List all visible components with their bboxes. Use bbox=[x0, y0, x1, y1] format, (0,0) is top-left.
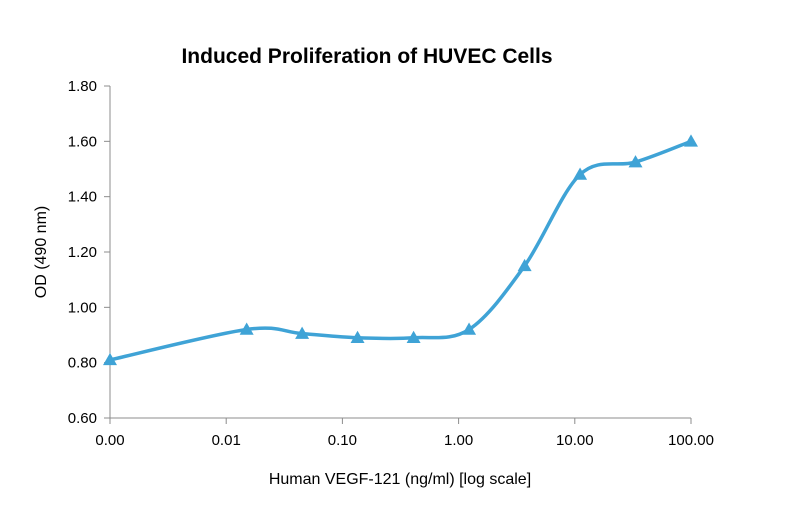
x-axis-title: Human VEGF-121 (ng/ml) [log scale] bbox=[269, 471, 531, 488]
data-point-marker bbox=[239, 322, 254, 335]
x-tick-label: 10.00 bbox=[556, 432, 594, 449]
data-point-marker bbox=[573, 167, 588, 180]
data-point-marker bbox=[628, 155, 643, 168]
data-point-marker bbox=[517, 258, 532, 272]
y-tick-label: 1.60 bbox=[68, 133, 97, 150]
y-tick-label: 1.20 bbox=[68, 244, 97, 261]
data-point-marker bbox=[406, 330, 421, 344]
y-tick-label: 1.80 bbox=[68, 78, 97, 95]
x-tick-label: 0.01 bbox=[212, 432, 241, 449]
y-axis-title: OD (490 nm) bbox=[33, 206, 50, 298]
x-tick-label: 0.10 bbox=[328, 432, 357, 449]
y-tick-label: 1.40 bbox=[68, 189, 97, 206]
data-point-marker bbox=[103, 352, 117, 366]
x-tick-label: 0.00 bbox=[95, 432, 124, 449]
y-tick-label: 1.00 bbox=[68, 299, 97, 316]
data-point-marker bbox=[350, 330, 365, 344]
markers bbox=[103, 134, 698, 366]
data-point-marker bbox=[295, 326, 310, 339]
x-tick-label: 1.00 bbox=[444, 432, 473, 449]
data-point-marker bbox=[684, 134, 698, 147]
data-point-marker bbox=[462, 322, 477, 335]
x-tick-label: 100.00 bbox=[668, 432, 714, 449]
y-tick-label: 0.60 bbox=[68, 410, 97, 427]
x-ticks: 0.00 0.01 0.10 1.00 10.00 100.00 bbox=[95, 418, 714, 449]
series-line bbox=[108, 139, 693, 362]
y-tick-label: 0.80 bbox=[68, 355, 97, 372]
y-ticks: 0.60 0.80 1.00 1.20 1.40 1.60 1.80 bbox=[68, 78, 110, 427]
chart-title: Induced Proliferation of HUVEC Cells bbox=[181, 45, 552, 68]
